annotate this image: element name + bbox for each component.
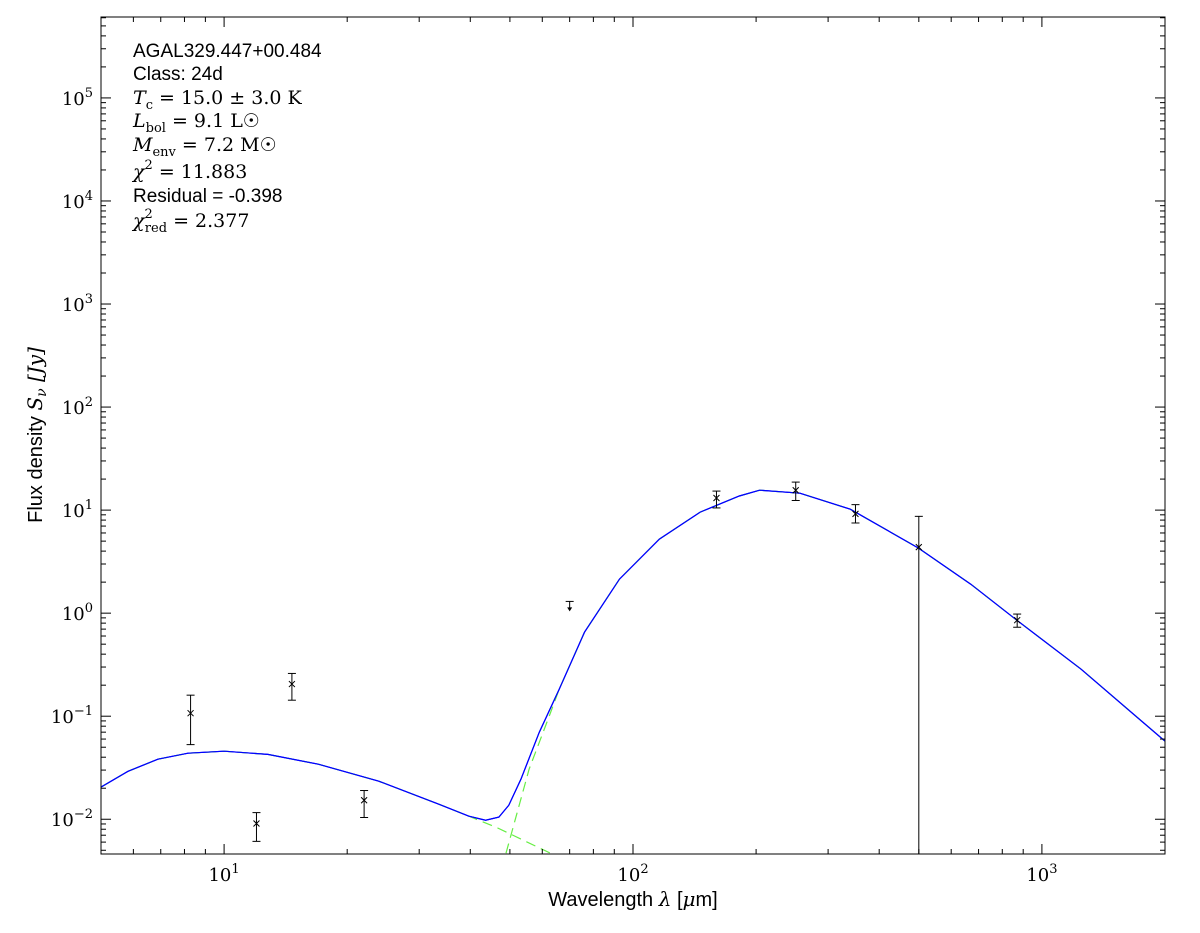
- y-tick-label: 105: [62, 86, 93, 110]
- y-tick-label: 10−1: [51, 704, 93, 728]
- annotation-line: χ2 = 11.883: [131, 158, 247, 183]
- data-marker: [915, 543, 923, 551]
- data-point: [914, 515, 923, 854]
- annotation-line: Lbol = 9.1 L☉: [132, 110, 260, 136]
- y-tick-label: 102: [62, 395, 93, 419]
- y-tick-label: 10−2: [51, 807, 93, 831]
- data-marker: [852, 510, 859, 518]
- x-tick-label: 102: [617, 862, 648, 886]
- y-tick-label: 101: [62, 498, 93, 522]
- data-marker: [360, 796, 368, 804]
- data-marker: [713, 494, 720, 502]
- data-marker: [288, 680, 296, 688]
- data-point: [186, 694, 195, 746]
- data-marker: [1013, 616, 1021, 624]
- y-tick-label: 104: [62, 189, 93, 213]
- x-axis-label: Wavelength λ [μm]: [548, 887, 717, 911]
- data-point: [252, 812, 261, 842]
- y-axis-label: Flux density Sν [Jy]: [23, 347, 50, 523]
- annotation-line: Residual = -0.398: [133, 186, 282, 207]
- total-curve: [101, 489, 1165, 821]
- annotation-line: Menv = 7.2 M☉: [132, 134, 277, 160]
- data-marker: [187, 709, 194, 717]
- data-point: [851, 504, 860, 524]
- cold-component-curve: [505, 489, 1165, 854]
- data-marker: [253, 820, 260, 827]
- total-model-curve: [101, 489, 1165, 821]
- data-point: [1013, 613, 1022, 628]
- annotation-line: Tc = 15.0 ± 3.0 K: [133, 87, 303, 113]
- annotation-line: Class: 24d: [133, 64, 223, 85]
- upper-limit-arrow: [567, 607, 573, 612]
- data-point: [712, 490, 721, 509]
- y-tick-label: 103: [62, 292, 93, 316]
- x-tick-label: 101: [208, 862, 239, 886]
- data-marker: [792, 486, 800, 494]
- y-tick-label: 100: [62, 601, 93, 625]
- annotation-line: χ2 red = 2.377: [131, 207, 249, 236]
- x-tick-label: 103: [1026, 862, 1057, 886]
- data-point: [360, 790, 369, 818]
- annotation-line: AGAL329.447+00.484: [133, 41, 322, 62]
- data-point: [287, 672, 296, 701]
- data-point: [791, 481, 800, 501]
- upper-limit: [565, 600, 574, 612]
